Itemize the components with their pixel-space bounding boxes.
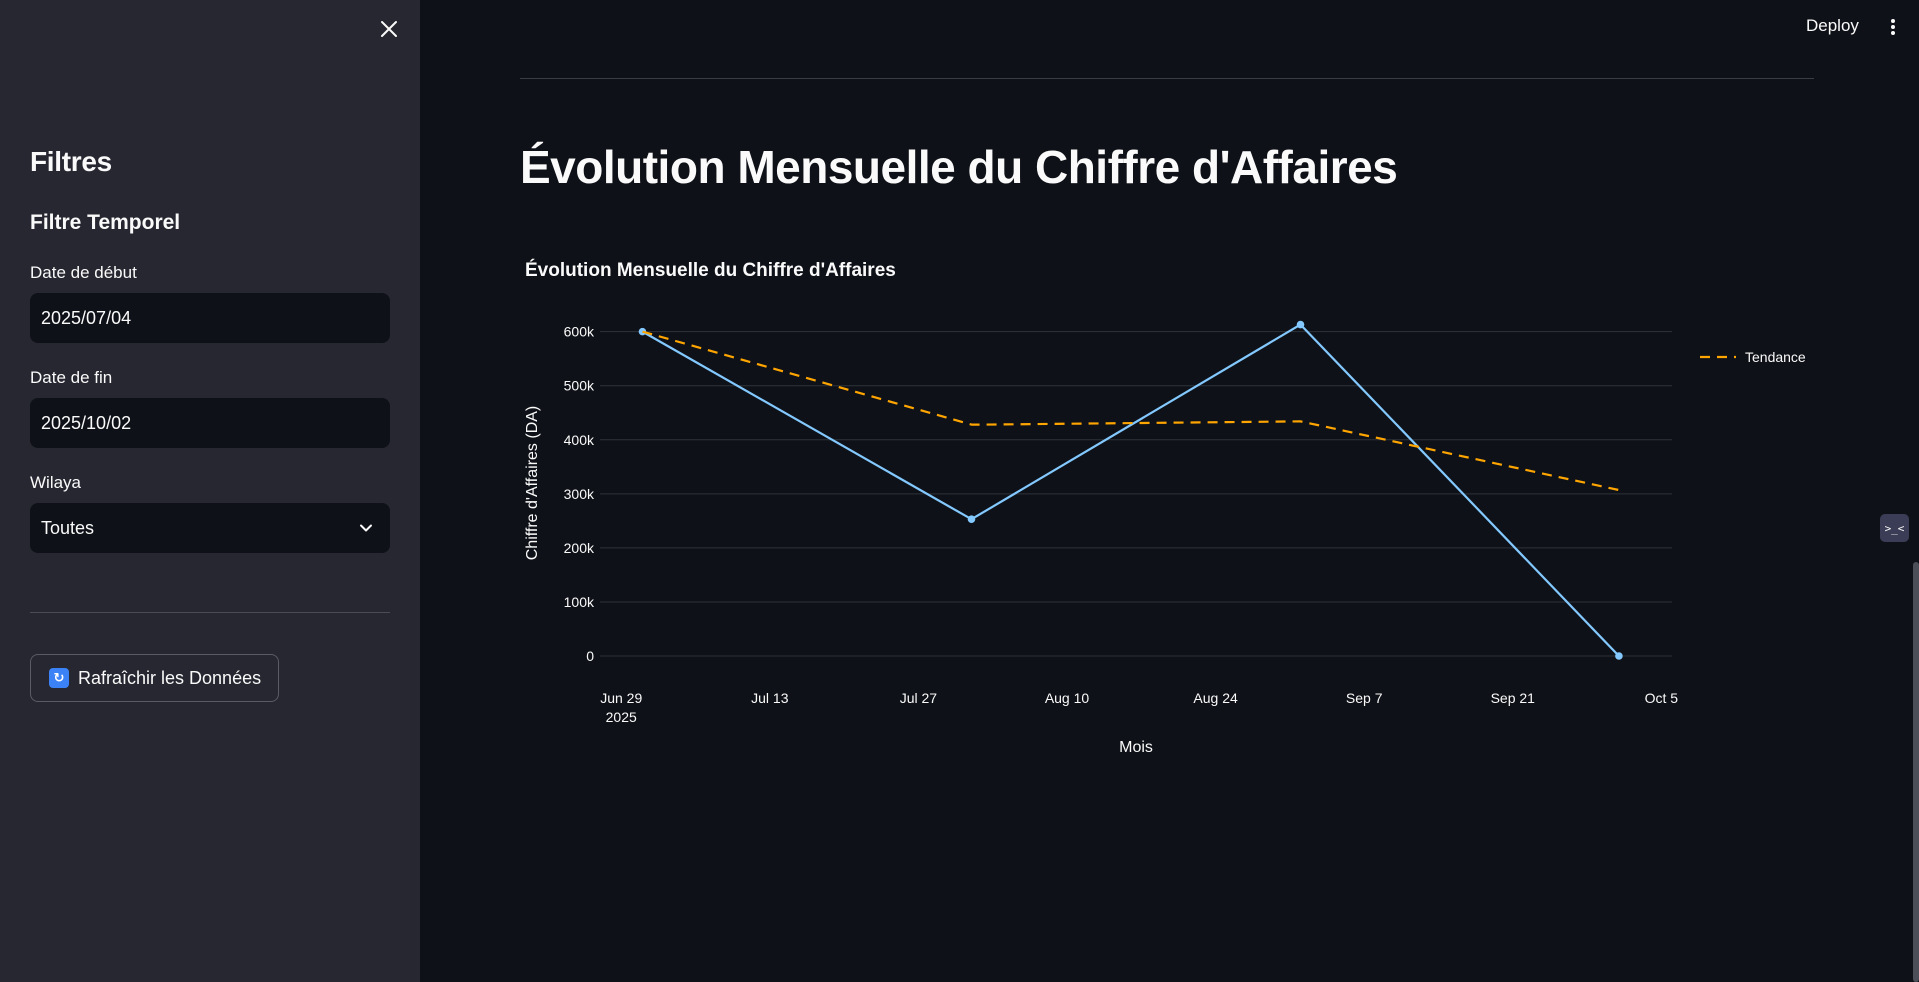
deploy-button[interactable]: Deploy: [1806, 16, 1859, 35]
y-tick-label: 0: [586, 648, 594, 664]
revenue-chart[interactable]: Évolution Mensuelle du Chiffre d'Affaire…: [520, 250, 1820, 770]
legend-label-trend: Tendance: [1745, 349, 1806, 365]
x-tick-label: Aug 10: [1045, 690, 1090, 706]
y-tick-label: 300k: [564, 486, 595, 502]
start-date-label: Date de début: [30, 263, 137, 282]
streamlit-widget-icon[interactable]: >_<: [1880, 514, 1909, 542]
x-axis-title: Mois: [1119, 739, 1153, 756]
wilaya-value: Toutes: [41, 517, 95, 538]
sidebar: Filtres Filtre Temporel Date de début 20…: [0, 0, 420, 982]
close-icon: [381, 21, 397, 37]
y-tick-label: 600k: [564, 324, 595, 340]
y-tick-label: 200k: [564, 540, 595, 556]
wilaya-select[interactable]: Toutes: [30, 503, 390, 553]
start-date-value: 2025/07/04: [41, 307, 132, 328]
series-line-revenue: [641, 323, 1620, 657]
scrollbar[interactable]: [1913, 562, 1919, 982]
x-tick-label: Jul 27: [900, 690, 938, 706]
y-tick-label: 100k: [564, 594, 595, 610]
x-tick-label: Jul 13: [751, 690, 789, 706]
x-tick-year-label: 2025: [606, 709, 637, 725]
x-tick-label: Jun 29: [600, 690, 642, 706]
end-date-input[interactable]: 2025/10/02: [30, 398, 390, 448]
sidebar-divider: [30, 612, 390, 613]
close-sidebar-button[interactable]: [376, 16, 402, 42]
chevron-down-icon: [360, 524, 372, 532]
refresh-button-label: Rafraîchir les Données: [78, 667, 262, 688]
sidebar-subtitle: Filtre Temporel: [30, 211, 181, 234]
data-point: [1615, 652, 1623, 660]
data-point: [967, 515, 976, 524]
x-tick-label: Oct 5: [1645, 690, 1679, 706]
end-date-value: 2025/10/02: [41, 412, 132, 433]
chart-title: Évolution Mensuelle du Chiffre d'Affaire…: [525, 259, 896, 281]
page-title: Évolution Mensuelle du Chiffre d'Affaire…: [520, 141, 1398, 193]
main-menu-icon[interactable]: [1886, 16, 1900, 38]
refresh-icon: ↻: [49, 668, 69, 688]
sidebar-title: Filtres: [30, 146, 112, 177]
start-date-input[interactable]: 2025/07/04: [30, 293, 390, 343]
y-axis-title: Chiffre d'Affaires (DA): [524, 406, 541, 561]
x-tick-label: Sep 21: [1491, 690, 1536, 706]
y-tick-label: 500k: [564, 378, 595, 394]
top-divider: [520, 78, 1814, 79]
end-date-label: Date de fin: [30, 368, 113, 387]
data-point: [1296, 320, 1305, 329]
refresh-data-button[interactable]: ↻ Rafraîchir les Données: [30, 654, 279, 702]
x-tick-label: Aug 24: [1193, 690, 1238, 706]
chart-svg: Évolution Mensuelle du Chiffre d'Affaire…: [524, 259, 1806, 756]
y-tick-label: 400k: [564, 432, 595, 448]
wilaya-label: Wilaya: [30, 473, 82, 492]
series-line-trend: [642, 330, 1620, 492]
x-tick-label: Sep 7: [1346, 690, 1383, 706]
